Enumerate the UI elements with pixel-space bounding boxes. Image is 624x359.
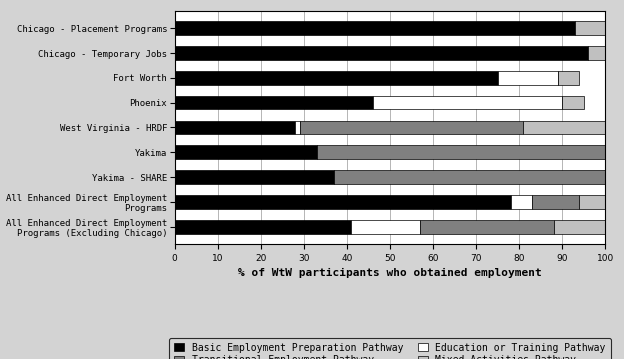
Bar bbox=[175, 96, 373, 109]
Bar bbox=[510, 195, 532, 209]
Bar bbox=[300, 121, 524, 134]
Bar bbox=[562, 96, 583, 109]
X-axis label: % of WtW participants who obtained employment: % of WtW participants who obtained emplo… bbox=[238, 269, 542, 279]
Bar bbox=[175, 195, 510, 209]
Bar bbox=[175, 22, 575, 35]
Bar bbox=[175, 121, 295, 134]
Bar bbox=[532, 195, 580, 209]
Bar bbox=[317, 145, 605, 159]
Bar bbox=[175, 220, 351, 233]
Bar bbox=[498, 71, 558, 85]
Bar bbox=[175, 71, 498, 85]
Bar bbox=[420, 220, 553, 233]
Bar bbox=[334, 170, 605, 184]
Legend: Basic Employment Preparation Pathway, Transitional Employment Pathway, Education: Basic Employment Preparation Pathway, Tr… bbox=[169, 338, 611, 359]
Bar bbox=[175, 145, 317, 159]
Bar bbox=[588, 46, 605, 60]
Bar bbox=[373, 96, 562, 109]
Bar bbox=[580, 195, 605, 209]
Bar bbox=[295, 121, 300, 134]
Bar bbox=[524, 121, 605, 134]
Bar bbox=[553, 220, 605, 233]
Bar bbox=[175, 170, 334, 184]
Bar bbox=[175, 46, 588, 60]
Bar bbox=[575, 22, 605, 35]
Bar bbox=[351, 220, 420, 233]
Bar bbox=[558, 71, 580, 85]
